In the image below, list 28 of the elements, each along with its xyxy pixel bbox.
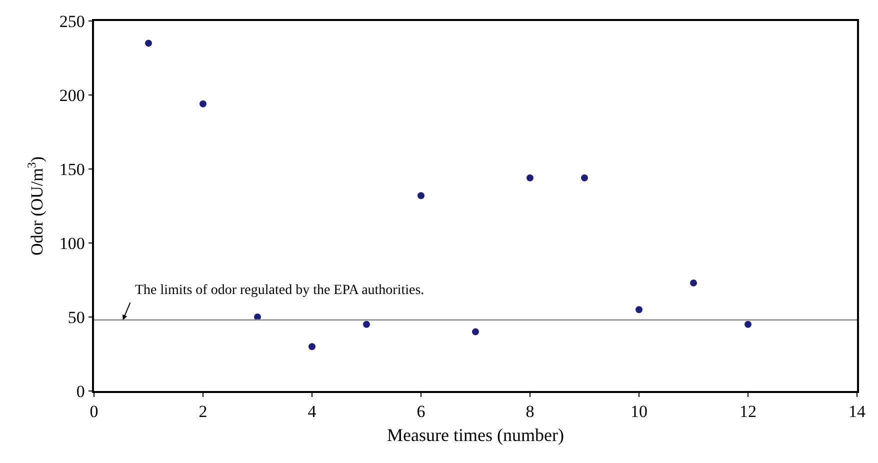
point	[744, 320, 752, 328]
x-tick-label: 8	[526, 402, 534, 422]
x-axis-title: Measure times (number)	[387, 424, 564, 445]
x-tick-label: 4	[308, 402, 317, 422]
x-tick-label: 6	[416, 402, 426, 422]
x-tick-label: 14	[848, 402, 866, 422]
point	[472, 328, 479, 336]
y-tick-label: 150	[59, 160, 85, 179]
point	[581, 174, 588, 182]
y-tick-label: 250	[59, 12, 85, 31]
point	[690, 279, 697, 286]
point	[418, 192, 424, 200]
x-tick-label: 2	[198, 402, 208, 422]
point	[200, 100, 206, 108]
x-tick-label: 0	[90, 402, 98, 422]
point	[145, 40, 152, 47]
y-tick-label: 100	[59, 234, 85, 253]
y-tick-label: 50	[68, 308, 85, 327]
point	[254, 314, 261, 320]
point	[526, 174, 534, 182]
x-tick-label: 12	[740, 402, 756, 422]
y-tick-label: 0	[76, 382, 85, 401]
point	[308, 343, 316, 350]
y-tick-label: 200	[59, 86, 85, 105]
point	[363, 320, 370, 328]
point	[636, 306, 642, 314]
annotation: The limits of odor regulated by the EPA authorities.	[135, 283, 424, 298]
x-tick-label: 10	[630, 402, 648, 422]
